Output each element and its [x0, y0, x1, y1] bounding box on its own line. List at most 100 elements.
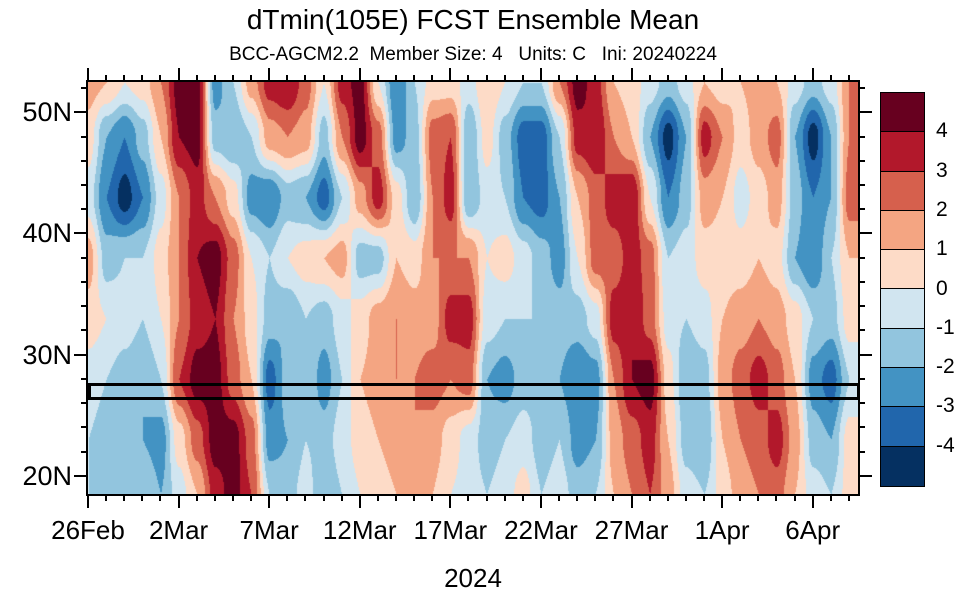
tick-mark: [703, 494, 705, 501]
tick-mark: [413, 75, 416, 82]
tick-mark: [858, 87, 865, 90]
x-tick-label: 2Mar: [148, 515, 209, 545]
y-tick-label: 50N: [22, 97, 72, 128]
tick-mark: [811, 68, 814, 82]
tick-mark: [847, 75, 850, 82]
tick-mark: [858, 159, 865, 162]
tick-mark: [74, 232, 88, 235]
y-tick-label: 20N: [22, 460, 72, 491]
tick-mark: [81, 135, 88, 138]
tick-mark: [141, 494, 144, 501]
tick-mark: [268, 494, 271, 508]
tick-mark: [558, 494, 561, 501]
tick-mark: [467, 75, 470, 82]
tick-mark: [286, 75, 289, 82]
tick-mark: [858, 208, 865, 211]
tick-mark: [213, 75, 216, 82]
tick-mark: [340, 75, 343, 82]
tick-mark: [231, 494, 234, 501]
tick-mark: [858, 329, 865, 332]
tick-mark: [775, 75, 778, 82]
colorbar-cell: [881, 93, 924, 133]
colorbar-tick-label: -4: [936, 433, 955, 457]
tick-mark: [81, 256, 88, 259]
tick-mark: [757, 494, 760, 501]
x-tick-label: 27Mar: [594, 515, 669, 545]
colorbar-cell: [881, 250, 924, 290]
tick-mark: [322, 75, 325, 82]
colorbar-cell: [881, 328, 924, 369]
tick-mark: [159, 75, 162, 82]
tick-mark: [81, 329, 88, 332]
tick-mark: [485, 494, 488, 501]
tick-mark: [195, 75, 198, 82]
tick-mark: [521, 75, 524, 82]
tick-mark: [195, 494, 198, 501]
tick-mark: [304, 75, 307, 82]
tick-mark: [81, 280, 88, 283]
tick-mark: [81, 426, 88, 429]
tick-mark: [231, 75, 234, 82]
tick-mark: [703, 75, 705, 82]
tick-mark: [413, 494, 416, 501]
x-tick-label: 17Mar: [413, 515, 488, 545]
tick-mark: [485, 75, 488, 82]
tick-mark: [793, 75, 796, 82]
chart-title: dTmin(105E) FCST Ensemble Mean: [246, 4, 700, 35]
tick-mark: [431, 75, 434, 82]
tick-mark: [105, 75, 108, 82]
tick-mark: [721, 494, 724, 508]
chart-subtitle: BCC-AGCM2.2 Member Size: 4 Units: C Ini:…: [229, 44, 717, 65]
tick-mark: [123, 75, 126, 82]
tick-mark: [503, 75, 506, 82]
tick-mark: [858, 353, 872, 356]
tick-mark: [250, 75, 253, 82]
tick-mark: [612, 494, 615, 501]
tick-mark: [503, 494, 506, 501]
colorbar: [880, 92, 925, 487]
tick-mark: [268, 68, 271, 82]
x-tick-label: 12Mar: [322, 515, 397, 545]
tick-mark: [612, 75, 615, 82]
tick-mark: [376, 494, 379, 501]
colorbar-cell: [881, 368, 924, 408]
colorbar-tick-label: -2: [936, 355, 955, 379]
tick-mark: [858, 232, 872, 235]
tick-mark: [81, 87, 88, 90]
tick-mark: [159, 494, 162, 501]
tick-mark: [467, 494, 470, 501]
tick-mark: [757, 75, 760, 82]
colorbar-cell: [881, 210, 924, 251]
tick-mark: [684, 494, 687, 501]
tick-mark: [576, 494, 579, 501]
colorbar-cell: [881, 289, 924, 329]
tick-mark: [630, 494, 633, 508]
x-tick-label: 26Feb: [51, 515, 125, 545]
tick-mark: [395, 494, 397, 501]
x-tick-label: 6Apr: [785, 515, 841, 545]
tick-mark: [558, 75, 561, 82]
y-tick-label: 40N: [22, 218, 72, 249]
tick-mark: [576, 75, 579, 82]
colorbar-cell: [881, 171, 924, 211]
tick-mark: [684, 75, 687, 82]
tick-mark: [858, 474, 872, 477]
tick-mark: [858, 280, 865, 283]
tick-mark: [177, 68, 180, 82]
tick-mark: [250, 494, 253, 501]
colorbar-cell: [881, 446, 924, 486]
colorbar-tick-label: 1: [936, 237, 948, 261]
tick-mark: [81, 377, 88, 380]
tick-mark: [858, 256, 865, 259]
tick-mark: [81, 450, 88, 453]
tick-mark: [87, 68, 89, 82]
tick-mark: [858, 450, 865, 453]
tick-mark: [431, 494, 434, 501]
tick-mark: [858, 305, 865, 308]
tick-mark: [594, 494, 597, 501]
colorbar-tick-label: -1: [936, 315, 955, 339]
tick-mark: [858, 184, 865, 186]
tick-mark: [141, 75, 144, 82]
tick-mark: [858, 135, 865, 138]
